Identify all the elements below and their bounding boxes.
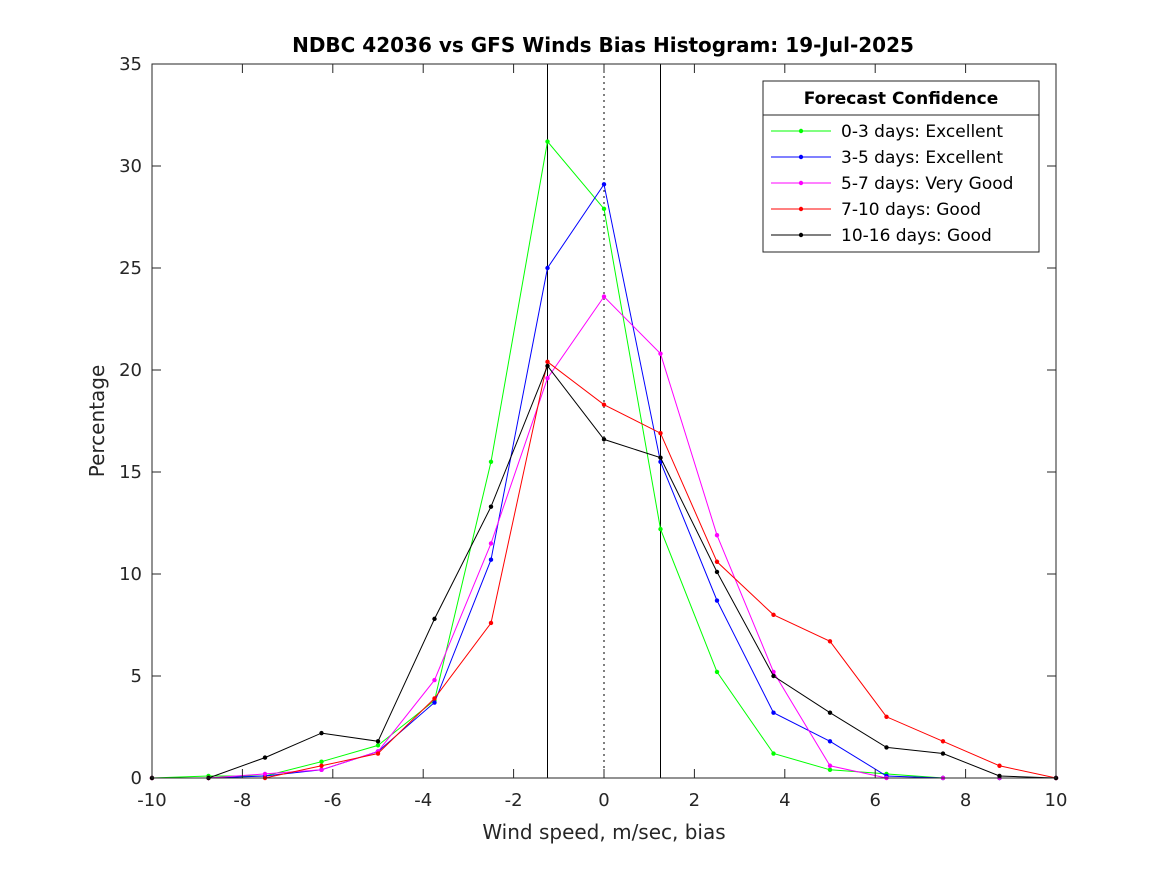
data-point: [771, 751, 776, 756]
axis-ticks: -10 -8 -6 -4 -2 0 2 4 6 8 10 0 5 10 15 20 25 30 35: [119, 54, 1067, 811]
data-point: [375, 739, 381, 744]
data-point: [997, 763, 1002, 768]
legend-label: 5-7 days: Very Good: [841, 174, 1013, 194]
data-point: [545, 375, 550, 381]
data-point: [714, 559, 720, 564]
data-point: [601, 402, 607, 407]
y-tick-label: 0: [131, 768, 142, 789]
data-point: [262, 755, 268, 760]
data-point: [432, 696, 437, 701]
y-tick-label: 35: [119, 54, 142, 75]
y-tick-label: 20: [119, 360, 142, 381]
data-point: [940, 739, 946, 744]
legend-label: 3-5 days: Excellent: [841, 148, 1003, 168]
data-point: [827, 639, 833, 644]
legend-swatch-marker: [798, 128, 804, 134]
series-5: [149, 363, 1059, 781]
data-point: [432, 616, 437, 622]
data-point: [319, 767, 324, 773]
legend-item: 5-7 days: Very Good: [771, 174, 1013, 194]
x-tick-label: -8: [233, 790, 251, 811]
x-tick-label: 8: [960, 790, 971, 811]
y-tick-label: 10: [119, 564, 142, 585]
y-tick-label: 5: [131, 666, 142, 687]
x-axis-label: Wind speed, m/sec, bias: [482, 820, 725, 844]
data-point: [997, 773, 1002, 779]
data-point: [488, 459, 494, 464]
legend-title-box: [762, 80, 1040, 116]
data-point: [827, 763, 833, 768]
data-point: [714, 533, 720, 538]
reference-lines: [547, 64, 661, 778]
data-point: [771, 612, 776, 617]
data-point: [884, 714, 889, 719]
data-point: [940, 751, 946, 756]
data-point: [262, 771, 268, 777]
data-point: [827, 767, 833, 773]
data-point: [601, 182, 607, 187]
data-point: [545, 363, 550, 369]
x-tick-label: -10: [137, 790, 166, 811]
x-tick-label: 4: [779, 790, 790, 811]
data-point: [319, 763, 324, 768]
y-tick-label: 25: [119, 258, 142, 279]
data-point: [658, 351, 663, 356]
data-point: [432, 700, 437, 705]
data-point: [488, 620, 494, 626]
data-point: [601, 437, 607, 442]
legend-swatch-marker: [798, 232, 804, 238]
data-point: [714, 569, 720, 575]
legend-swatch-marker: [798, 206, 804, 212]
x-tick-label: 6: [869, 790, 880, 811]
legend-item: 7-10 days: Good: [771, 200, 981, 220]
data-point: [488, 541, 494, 546]
data-point: [488, 557, 494, 562]
legend-item: 3-5 days: Excellent: [771, 148, 1003, 168]
data-point: [432, 677, 437, 683]
data-point: [658, 455, 663, 460]
data-point: [375, 751, 381, 756]
data-point: [319, 759, 324, 764]
x-tick-label: 0: [598, 790, 609, 811]
x-tick-label: -6: [324, 790, 342, 811]
data-point: [827, 739, 833, 744]
y-tick-label: 15: [119, 462, 142, 483]
data-point: [601, 294, 607, 299]
legend-title: Forecast Confidence: [804, 89, 999, 109]
x-tick-label: 10: [1045, 790, 1068, 811]
legend-swatch-marker: [798, 180, 804, 186]
data-point: [375, 743, 381, 748]
data-point: [771, 673, 776, 679]
data-point: [319, 730, 324, 736]
data-point: [601, 206, 607, 212]
legend: Forecast Confidence 0-3 days: Excellent 3…: [762, 80, 1040, 253]
y-axis-label: Percentage: [85, 365, 109, 478]
chart-title: NDBC 42036 vs GFS Winds Bias Histogram: …: [292, 33, 914, 57]
legend-item: 10-16 days: Good: [771, 226, 992, 246]
data-point: [714, 669, 720, 675]
data-point: [658, 526, 663, 532]
legend-label: 0-3 days: Excellent: [841, 122, 1003, 142]
data-point: [884, 745, 889, 750]
data-point: [488, 504, 494, 509]
data-point: [714, 598, 720, 603]
legend-label: 7-10 days: Good: [841, 200, 981, 220]
legend-label: 10-16 days: Good: [841, 226, 992, 246]
y-tick-label: 30: [119, 156, 142, 177]
data-point: [771, 710, 776, 715]
x-tick-label: -2: [505, 790, 523, 811]
data-point: [545, 265, 550, 271]
x-tick-label: 2: [689, 790, 700, 811]
data-point: [827, 710, 833, 715]
x-tick-label: -4: [414, 790, 432, 811]
data-point: [658, 431, 663, 436]
data-point: [545, 139, 550, 144]
legend-item: 0-3 days: Excellent: [771, 122, 1003, 142]
legend-items: 0-3 days: Excellent 3-5 days: Excellent 5-…: [771, 122, 1013, 246]
data-point: [545, 359, 550, 365]
legend-swatch-marker: [798, 154, 804, 160]
